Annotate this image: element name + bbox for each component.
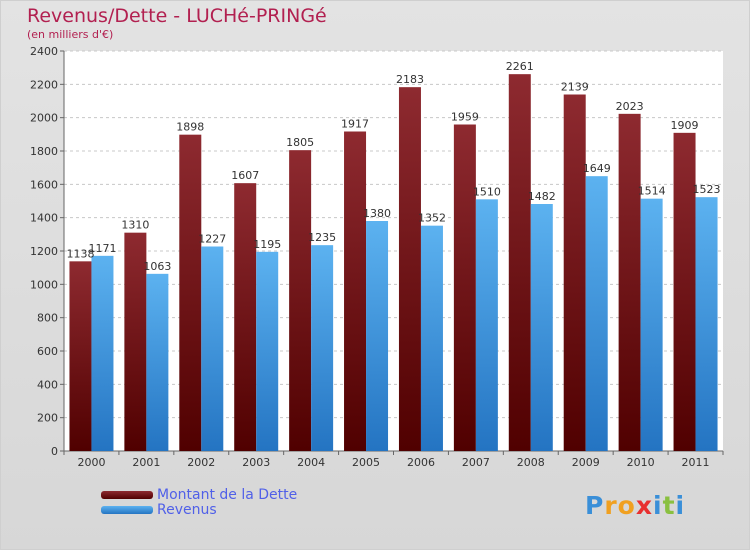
data-label-revenus-2010: 1514 [638,185,666,198]
bar-revenus-2007 [475,199,498,451]
data-label-dette-2001: 1310 [121,219,149,232]
data-label-dette-2003: 1607 [231,169,259,182]
data-label-revenus-2011: 1523 [693,183,721,196]
x-tick-label: 2006 [407,456,435,469]
data-label-dette-2006: 2183 [396,73,424,86]
axes: 0 200 400 600 800 1000 1200 1400 1600 1800 2000 220… [30,45,724,469]
logo-letter: i [653,491,663,520]
bar-revenus-2001 [146,273,169,451]
bar-dette-2000 [69,261,92,451]
bar-dette-2010 [618,113,641,451]
logo-letter: r [604,491,618,520]
logo-letter: o [617,491,636,520]
data-label-revenus-2003: 1195 [253,238,281,251]
x-tick-label: 2001 [132,456,160,469]
data-label-dette-2005: 1917 [341,118,369,131]
data-label-dette-2009: 2139 [561,81,589,94]
data-label-dette-2002: 1898 [176,121,204,134]
bar-revenus-2008 [530,204,553,451]
data-label-dette-2004: 1805 [286,136,314,149]
x-tick-label: 2009 [572,456,600,469]
x-tick-label: 2010 [627,456,655,469]
data-label-revenus-2005: 1380 [363,207,391,220]
data-label-revenus-2002: 1227 [198,233,226,246]
data-label-dette-2000: 1138 [66,247,94,260]
x-tick-label: 2000 [77,456,105,469]
y-tick-label: 1800 [30,145,58,158]
data-label-revenus-2009: 1649 [583,162,611,175]
logo-letter: i [675,491,686,520]
data-label-revenus-2008: 1482 [528,190,556,203]
data-label-dette-2011: 1909 [671,119,699,132]
data-label-revenus-2001: 1063 [143,260,171,273]
y-tick-label: 1200 [30,245,58,258]
data-label-dette-2007: 1959 [451,111,479,124]
legend-swatch-dette [101,491,153,499]
chart-title: Revenus/Dette - LUCHé-PRINGé [27,5,327,27]
data-label-revenus-2004: 1235 [308,231,336,244]
bar-dette-2001 [124,232,147,451]
bar-revenus-2002 [201,246,224,451]
y-tick-label: 2200 [30,78,58,91]
bar-dette-2006 [398,87,421,452]
bar-dette-2005 [344,131,367,451]
y-tick-label: 2000 [30,112,58,125]
bar-revenus-2006 [420,225,443,451]
bar-dette-2007 [453,124,476,451]
x-tick-label: 2008 [517,456,545,469]
data-label-revenus-2006: 1352 [418,212,446,225]
gridlines [64,50,723,452]
x-tick-label: 2011 [682,456,710,469]
x-tick-label: 2005 [352,456,380,469]
x-tick-label: 2002 [187,456,215,469]
bar-dette-2011 [673,132,696,452]
data-label-dette-2008: 2261 [506,60,534,73]
legend-label-dette: Montant de la Dette [157,487,298,503]
bar-revenus-2009 [585,176,608,451]
logo-letter: x [635,491,653,520]
y-tick-label: 0 [51,445,58,458]
y-tick-label: 400 [37,378,58,391]
bar-revenus-2003 [256,251,279,451]
y-tick-label: 800 [37,312,58,325]
legend-label-revenus: Revenus [157,502,217,518]
y-tick-label: 1400 [30,212,58,225]
y-tick-label: 2400 [30,45,58,58]
y-tick-label: 1600 [30,178,58,191]
bar-dette-2008 [508,74,531,452]
bar-revenus-2010 [640,198,663,451]
bar-dette-2009 [563,94,586,451]
bars [69,74,718,452]
logo-letter: P [585,491,605,520]
data-label-revenus-2000: 1171 [88,242,116,255]
bar-revenus-2000 [91,255,114,451]
bar-dette-2004 [289,150,312,451]
x-tick-label: 2007 [462,456,490,469]
legend-item-revenus: Revenus [101,502,217,518]
x-tick-label: 2003 [242,456,270,469]
bar-revenus-2005 [366,221,389,451]
legend-item-dette: Montant de la Dette [101,487,298,503]
data-label-revenus-2007: 1510 [473,185,501,198]
proxiti-logo: Proxiti [585,491,685,520]
legend-swatch-revenus [101,506,153,514]
bar-revenus-2011 [695,197,718,451]
y-tick-label: 600 [37,345,58,358]
y-tick-label: 200 [37,412,58,425]
x-tick-label: 2004 [297,456,325,469]
logo-letter: t [662,491,676,520]
data-label-dette-2010: 2023 [616,100,644,113]
bar-dette-2003 [234,183,257,451]
chart-subtitle: (en milliers d'€) [27,28,114,41]
bar-revenus-2004 [311,245,334,451]
bar-dette-2002 [179,134,202,451]
y-tick-label: 1000 [30,278,58,291]
